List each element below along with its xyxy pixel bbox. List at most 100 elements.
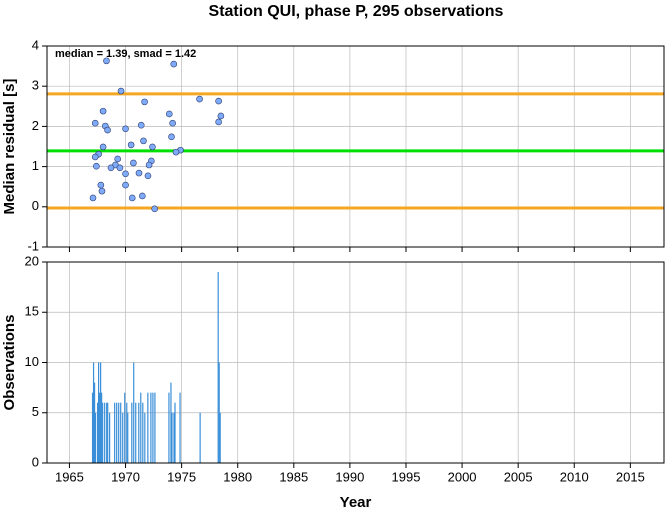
scatter-point: [99, 107, 107, 115]
plot-frame: [46, 45, 665, 248]
bar: [135, 402, 137, 463]
bar: [199, 412, 201, 463]
scatter-point: [215, 118, 222, 126]
bar: [124, 392, 126, 463]
bar: [219, 412, 221, 463]
bar: [104, 402, 106, 463]
scatter-point: [117, 87, 125, 95]
scatter-point: [103, 57, 110, 65]
scatter-point: [144, 172, 152, 180]
bar: [131, 402, 133, 463]
bar: [140, 392, 142, 463]
bar: [173, 412, 175, 463]
bar: [93, 382, 96, 463]
bar: [102, 402, 104, 463]
y-tick-label: 1: [32, 158, 39, 173]
scatter-point: [91, 119, 99, 127]
y-tick-label: 0: [32, 454, 39, 469]
scatter-point: [168, 133, 175, 141]
plot-frame: [46, 261, 665, 464]
x-tick-label: 2005: [504, 469, 533, 484]
y-axis-title: Observations: [1, 315, 18, 411]
x-tick-label: 1985: [279, 469, 308, 484]
scatter-point: [99, 143, 107, 151]
bar: [108, 412, 111, 463]
bar: [142, 402, 144, 463]
bar: [101, 392, 103, 463]
scatter-point: [139, 192, 146, 200]
bar: [91, 392, 94, 463]
bar: [138, 402, 140, 463]
bar: [154, 392, 156, 463]
scatter-point: [151, 205, 158, 213]
scatter-point: [114, 155, 121, 163]
scatter-point: [145, 161, 153, 169]
bar: [122, 412, 124, 463]
bar: [150, 392, 152, 463]
scatter-point: [165, 110, 173, 118]
x-tick-label: 1995: [392, 469, 421, 484]
bar: [133, 362, 135, 463]
bar: [218, 362, 220, 463]
bar: [174, 402, 176, 463]
y-tick-label: -1: [27, 238, 39, 253]
bar: [147, 392, 149, 463]
bar: [127, 412, 129, 463]
y-axis-title: Median residual [s]: [1, 79, 18, 215]
scatter-point: [122, 125, 129, 133]
y-tick-label: 3: [32, 78, 39, 93]
x-tick-label: 1970: [111, 469, 140, 484]
chart-title: Station QUI, phase P, 295 observations: [209, 3, 504, 20]
y-tick-label: 20: [25, 253, 39, 268]
bar: [170, 382, 172, 463]
scatter-point: [128, 194, 136, 202]
scatter-point: [97, 181, 105, 189]
scatter-point: [215, 97, 222, 105]
bar: [126, 402, 128, 463]
y-tick-label: 4: [32, 37, 39, 52]
scatter-point: [130, 159, 137, 167]
bar: [98, 362, 100, 463]
bar: [144, 412, 146, 463]
y-tick-label: 0: [32, 198, 39, 213]
x-axis-title: Year: [340, 494, 372, 511]
x-tick-label: 2010: [560, 469, 589, 484]
scatter-point: [135, 169, 143, 177]
scatter-point: [91, 153, 99, 161]
y-tick-label: 10: [25, 354, 39, 369]
x-tick-label: 1975: [167, 469, 196, 484]
x-tick-label: 2000: [448, 469, 477, 484]
y-tick-label: 5: [32, 404, 39, 419]
bar: [217, 272, 219, 463]
scatter-point: [98, 187, 106, 195]
bar: [94, 412, 97, 463]
annotation: median = 1.39, smad = 1.42: [55, 48, 196, 60]
scatter-point: [122, 181, 129, 189]
scatter-point: [104, 126, 111, 134]
scatter-point: [116, 164, 124, 172]
scatter-point: [169, 119, 176, 127]
bar: [118, 402, 120, 463]
bar: [114, 402, 116, 463]
bar: [99, 392, 101, 463]
scatter-point: [93, 162, 100, 170]
x-tick-label: 1990: [335, 469, 364, 484]
scatter-point: [127, 141, 135, 149]
scatter-point: [141, 98, 148, 106]
bar: [107, 402, 109, 463]
scatter-point: [172, 148, 180, 156]
scatter-point: [89, 194, 97, 202]
scatter-point: [217, 112, 225, 120]
bar: [116, 402, 118, 463]
x-tick-label: 1980: [223, 469, 252, 484]
bar: [171, 412, 173, 463]
scatter-point: [122, 170, 129, 178]
scatter-point: [196, 95, 203, 103]
bar: [96, 402, 99, 463]
scatter-point: [149, 143, 156, 151]
scatter-point: [170, 60, 178, 68]
bar: [168, 392, 170, 463]
bar: [92, 362, 95, 463]
x-tick-label: 2015: [616, 469, 645, 484]
